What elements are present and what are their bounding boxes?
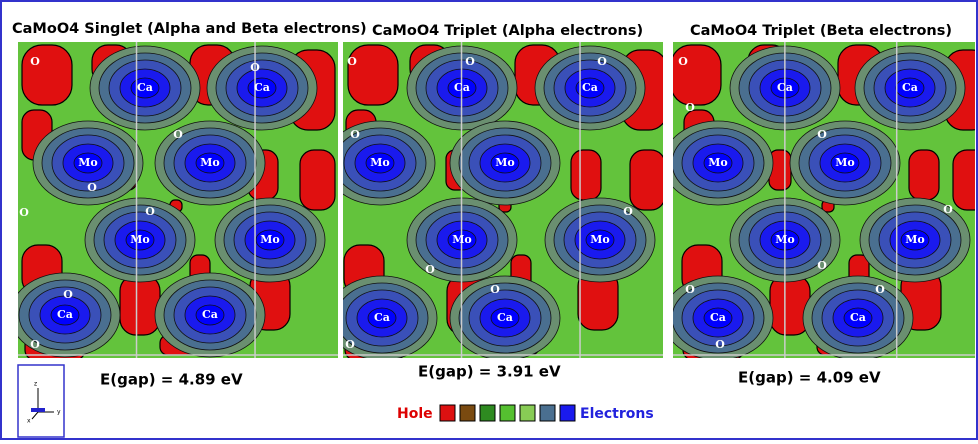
atom-label: Mo	[370, 156, 390, 169]
atom-label: O	[250, 61, 260, 74]
atom-label: O	[685, 283, 695, 296]
atom-label: Mo	[452, 233, 472, 246]
hole-region	[120, 275, 160, 335]
atom-label: Mo	[78, 156, 98, 169]
atom-label: Mo	[260, 233, 280, 246]
atom-label: Mo	[200, 156, 220, 169]
atom-label: O	[87, 181, 97, 194]
axis-label: x	[27, 418, 31, 425]
atom-label: O	[173, 128, 183, 141]
atom-label: O	[145, 205, 155, 218]
atom-label: O	[817, 128, 827, 141]
atom-label: Ca	[582, 81, 598, 94]
hole-region	[630, 150, 665, 210]
atom-label: O	[715, 338, 725, 351]
panel-title: CaMoO4 Triplet (Beta electrons)	[690, 23, 952, 39]
gap-label: E(gap) = 4.09 eV	[738, 369, 881, 387]
atom-label: O	[817, 259, 827, 272]
hole-region	[348, 45, 398, 105]
atom-label: O	[623, 205, 633, 218]
hole-region	[571, 150, 601, 200]
atom-label: Mo	[905, 233, 925, 246]
legend-low: Hole	[397, 406, 433, 422]
gap-label: E(gap) = 3.91 eV	[418, 363, 561, 381]
panel-title: CaMoO4 Singlet (Alpha and Beta electrons…	[12, 21, 367, 37]
atom-label: O	[685, 101, 695, 114]
atom-label: Mo	[495, 156, 515, 169]
atom-label: O	[347, 55, 357, 68]
contour-map: Ca Ca Mo Mo Mo Mo Ca Ca O O O O O O O O	[325, 42, 667, 360]
atom-label: Ca	[454, 81, 470, 94]
gap-label: E(gap) = 4.89 eV	[100, 371, 243, 389]
atom-label: O	[63, 288, 73, 301]
atom-label: Ca	[710, 311, 726, 324]
atom-label: Ca	[902, 81, 918, 94]
atom-label: Ca	[374, 311, 390, 324]
atom-label: Mo	[835, 156, 855, 169]
atom-label: Ca	[777, 81, 793, 94]
atom-label: O	[350, 128, 360, 141]
atom-label: O	[678, 55, 688, 68]
contour-map: Ca Ca Mo Mo Mo Mo Ca Ca O O O O O O O O	[10, 42, 338, 360]
atom-label: Mo	[708, 156, 728, 169]
atom-label: O	[597, 55, 607, 68]
atom-label: O	[875, 283, 885, 296]
atom-label: O	[490, 283, 500, 296]
atom-label: Mo	[775, 233, 795, 246]
atom-label: Mo	[590, 233, 610, 246]
atom-label: O	[465, 55, 475, 68]
hole-region	[671, 45, 721, 105]
axis-label: y	[57, 409, 61, 416]
axes-box	[18, 365, 64, 437]
atom-label: O	[30, 338, 40, 351]
atom-label: Ca	[57, 308, 73, 321]
atom-label: O	[425, 263, 435, 276]
atom-label: Ca	[497, 311, 513, 324]
atom-label: Ca	[254, 81, 270, 94]
atom-label: O	[30, 55, 40, 68]
atom-label: O	[943, 203, 953, 216]
atom-label: Mo	[130, 233, 150, 246]
panel-title: CaMoO4 Triplet (Alpha electrons)	[372, 23, 643, 39]
atom-label: Ca	[137, 81, 153, 94]
legend-high: Electrons	[580, 406, 654, 422]
contour-map: Ca Ca Mo Mo Mo Mo Ca Ca O O O O O O O O	[663, 42, 978, 360]
hole-region	[300, 150, 335, 210]
hole-region	[953, 150, 978, 210]
atom-label: Ca	[850, 311, 866, 324]
atom-label: O	[345, 338, 355, 351]
atom-label: Ca	[202, 308, 218, 321]
axis-label: z	[34, 381, 37, 388]
legend-scale	[440, 405, 575, 421]
atom-label: O	[19, 206, 29, 219]
hole-region	[909, 150, 939, 200]
hole-region	[22, 45, 72, 105]
figure: CaMoO4 Singlet (Alpha and Beta electrons…	[0, 0, 978, 440]
